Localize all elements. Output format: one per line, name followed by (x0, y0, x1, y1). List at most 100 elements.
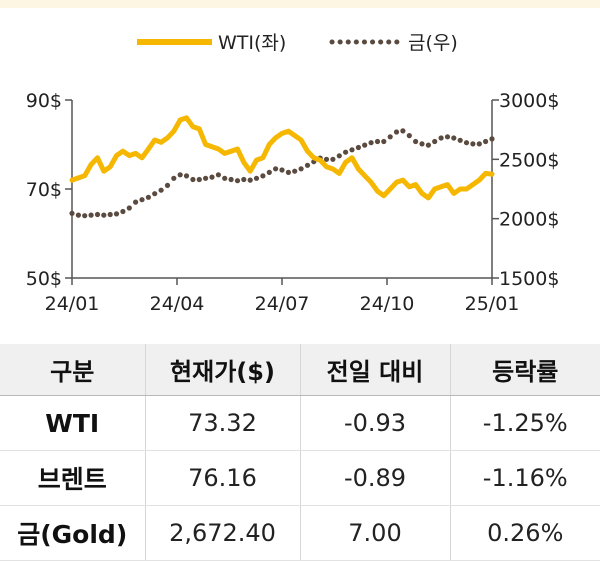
row-change: -0.93 (299, 395, 450, 451)
gold-point (152, 191, 158, 197)
oil-gold-price-chart: WTI(좌) 금(우) 90$ 70$ 50$ 3000$ 2500$ 2000$ 1500$… (26, 32, 560, 315)
gold-point (177, 172, 183, 178)
gold-point (75, 212, 81, 218)
row-rate: -1.16% (449, 450, 600, 506)
gold-point (304, 162, 311, 168)
gold-point (355, 144, 361, 151)
gold-point (444, 134, 451, 140)
gold-point (253, 175, 260, 181)
gold-point (247, 177, 253, 183)
gold-point (241, 176, 247, 183)
gold-point (476, 141, 482, 147)
gold-point (273, 166, 279, 172)
gold-point (145, 194, 151, 200)
gold-point (215, 172, 221, 178)
gold-point (82, 213, 88, 219)
gold-point (438, 135, 444, 141)
gold-point (393, 129, 400, 135)
y-right-tick-label: 2500$ (499, 149, 559, 171)
gold-point (190, 176, 196, 183)
row-rate: 0.26% (449, 505, 600, 561)
gold-point (266, 169, 272, 175)
gold-point (330, 156, 336, 162)
table-row: WTI 73.32 -0.93 -1.25% (0, 395, 600, 451)
gold-point (164, 182, 171, 188)
x-tick-label: 24/07 (255, 293, 310, 315)
gold-point (279, 167, 285, 173)
row-price: 2,672.40 (144, 505, 300, 561)
gold-point (69, 210, 75, 216)
gold-point (374, 138, 381, 145)
gold-point (381, 138, 387, 145)
gold-point (432, 138, 438, 145)
y-right-tick-label: 1500$ (499, 268, 559, 290)
row-price: 73.32 (144, 395, 300, 451)
chart-axes: 90$ 70$ 50$ 3000$ 2500$ 2000$ 1500$ 24/01 24/04 2… (26, 90, 560, 315)
row-rate: -1.25% (449, 395, 600, 451)
gold-point (101, 212, 107, 218)
x-tick-label: 24/10 (360, 293, 415, 315)
gold-point (349, 147, 355, 153)
gold-point (292, 168, 298, 174)
gold-point (228, 176, 234, 183)
gold-point (222, 175, 228, 181)
row-name: 브렌트 (0, 450, 145, 506)
row-name: WTI (0, 395, 145, 451)
gold-point (483, 138, 489, 145)
header-category: 구분 (0, 344, 145, 396)
table-row: 브렌트 76.16 -0.89 -1.16% (0, 450, 600, 506)
gold-point (158, 187, 164, 193)
y-left-tick-label: 90$ (26, 90, 62, 112)
y-right-tick-label: 3000$ (499, 90, 559, 112)
gold-point (133, 199, 139, 205)
gold-point (406, 133, 412, 139)
header-current-price: 현재가($) (144, 344, 300, 396)
gold-point (336, 153, 342, 159)
gold-point (323, 156, 330, 162)
row-change: 7.00 (299, 505, 450, 561)
gold-point (470, 141, 476, 147)
chart-series (69, 115, 495, 219)
table-header-row: 구분 현재가($) 전일 대비 등락률 (0, 344, 600, 396)
x-tick-label: 25/01 (465, 293, 520, 315)
row-change: -0.89 (299, 450, 450, 506)
gold-point (126, 205, 132, 211)
header-change: 전일 대비 (299, 344, 450, 396)
legend-label-wti: WTI(좌) (218, 32, 286, 54)
x-tick-label: 24/04 (150, 293, 205, 315)
y-left-tick-label: 70$ (26, 179, 62, 201)
gold-point (196, 176, 202, 183)
gold-point (425, 142, 431, 148)
gold-point (183, 173, 190, 179)
gold-point (413, 138, 419, 145)
top-band (0, 0, 600, 8)
gold-point (285, 169, 291, 175)
y-left-tick-label: 50$ (26, 268, 62, 290)
gold-point (400, 128, 406, 134)
gold-point (368, 140, 374, 146)
series-wti-line (69, 115, 495, 201)
gold-point (463, 140, 470, 146)
header-change-rate: 등락률 (449, 344, 600, 396)
gold-point (113, 211, 120, 217)
gold-point (120, 208, 126, 215)
gold-point (489, 136, 495, 142)
gold-point (203, 175, 209, 181)
gold-point (298, 166, 304, 172)
row-name: 금(Gold) (0, 505, 145, 561)
chart-legend: WTI(좌) 금(우) (137, 32, 458, 54)
gold-point (94, 211, 101, 218)
gold-point (260, 173, 266, 179)
x-tick-label: 24/01 (45, 293, 100, 315)
gold-point (88, 212, 94, 218)
gold-point (209, 174, 215, 180)
gold-point (343, 149, 349, 155)
gold-point (362, 142, 368, 148)
gold-point (139, 197, 145, 203)
gold-point (234, 178, 241, 184)
gold-point (451, 135, 457, 141)
gold-point (457, 137, 463, 143)
price-table: 구분 현재가($) 전일 대비 등락률 WTI 73.32 -0.93 -1.2… (0, 344, 600, 561)
row-price: 76.16 (144, 450, 300, 506)
gold-point (171, 175, 177, 181)
